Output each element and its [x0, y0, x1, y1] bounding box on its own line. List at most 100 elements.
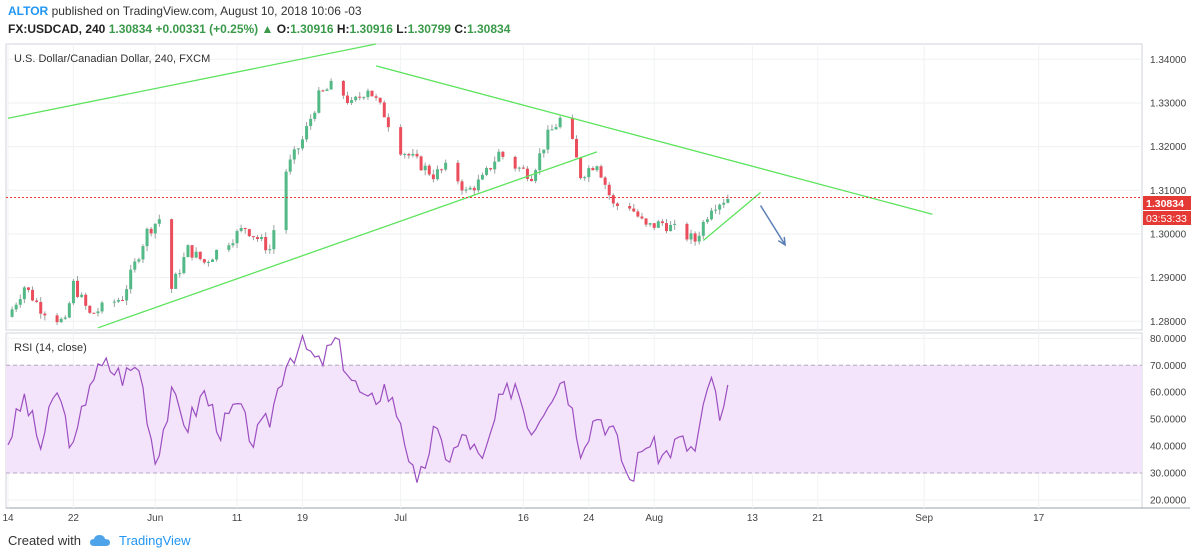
candle	[362, 97, 366, 99]
projection-arrow-icon[interactable]	[759, 205, 787, 247]
candle	[325, 89, 329, 91]
candle	[664, 223, 668, 232]
candle	[31, 289, 35, 301]
tradingview-cloud-icon	[89, 534, 110, 546]
trendline[interactable]	[7, 43, 377, 119]
candle	[129, 269, 133, 290]
candle	[423, 165, 427, 171]
time-tick-label: 24	[583, 513, 595, 524]
time-axis[interactable]: 14 22 Jun 11 19 Jul 16 24 Aug 13 21 Sep 17	[2, 513, 1044, 524]
close-label: C:	[454, 22, 467, 36]
candle	[153, 223, 157, 234]
candle	[489, 168, 493, 170]
candle	[521, 167, 525, 169]
candle	[669, 224, 673, 232]
trendline[interactable]	[97, 151, 598, 329]
candle	[170, 219, 174, 289]
candle	[444, 162, 448, 170]
price-tags: 1.30834 03:53:33	[1143, 196, 1191, 225]
rsi-tick-label: 80.0000	[1150, 334, 1187, 345]
candle	[55, 315, 59, 323]
candle	[251, 236, 255, 238]
candle	[235, 231, 239, 244]
candle	[239, 228, 243, 232]
candle	[329, 80, 333, 90]
candle	[628, 205, 632, 209]
candle	[157, 219, 161, 224]
candle	[440, 169, 444, 171]
trendlines[interactable]	[7, 43, 933, 329]
candle	[35, 300, 39, 302]
candle	[411, 153, 415, 156]
candle	[317, 90, 321, 113]
time-tick-label: Jun	[147, 513, 163, 524]
candle	[43, 313, 47, 316]
candle	[689, 233, 693, 240]
candle	[145, 228, 149, 247]
candle	[685, 223, 689, 240]
tradingview-brand[interactable]: TradingView	[118, 533, 191, 548]
candle	[534, 170, 538, 182]
rsi-tick-label: 60.0000	[1150, 388, 1187, 399]
trendline[interactable]	[702, 191, 761, 241]
candle	[370, 90, 374, 97]
candles	[10, 78, 730, 326]
candle	[76, 280, 80, 297]
candle	[636, 211, 640, 217]
candle	[427, 165, 431, 175]
candle	[378, 97, 382, 103]
candle	[456, 162, 460, 182]
candle	[538, 153, 542, 171]
candle	[39, 301, 43, 314]
candle	[468, 187, 472, 190]
candle	[497, 151, 501, 162]
candle	[599, 166, 603, 178]
candle	[305, 126, 309, 140]
candle	[587, 168, 591, 178]
candle	[174, 273, 178, 289]
rsi-title: RSI (14, close)	[14, 342, 87, 354]
price-tick-label: 1.33000	[1150, 98, 1187, 109]
candle	[513, 156, 517, 169]
author-name[interactable]: ALTOR	[8, 4, 49, 18]
candle	[313, 112, 317, 119]
candle	[345, 95, 349, 103]
candle	[673, 223, 677, 225]
candle	[705, 219, 709, 222]
price-tick-label: 1.29000	[1150, 273, 1187, 284]
price-pane[interactable]	[5, 43, 1143, 331]
candle	[292, 149, 296, 160]
candle	[190, 245, 194, 258]
candle	[133, 261, 137, 270]
candle	[243, 228, 247, 230]
candle	[321, 90, 325, 92]
candle	[718, 204, 722, 210]
low-value: 1.30799	[407, 22, 451, 36]
price-axis[interactable]: 1.28000 1.29000 1.30000 1.31000 1.32000 1.330…	[1150, 55, 1187, 328]
candle	[272, 230, 276, 250]
time-tick-label: Sep	[915, 513, 933, 524]
candle	[554, 127, 558, 130]
candle	[67, 303, 71, 318]
trendline[interactable]	[375, 65, 933, 215]
candle	[558, 117, 562, 128]
price-grid	[6, 58, 1142, 322]
rsi-tick-label: 70.0000	[1150, 361, 1187, 372]
published-text: published on TradingView.com, August 10,…	[51, 4, 362, 18]
candle	[611, 195, 615, 204]
candle	[386, 117, 390, 128]
candle	[88, 305, 92, 313]
candle	[407, 153, 411, 156]
candle	[22, 287, 26, 300]
time-tick-label: 13	[747, 513, 759, 524]
time-tick-label: 17	[1033, 513, 1045, 524]
last-price: 1.30834	[108, 22, 153, 36]
candle	[607, 184, 611, 196]
rsi-axis[interactable]: 20.0000 30.0000 40.0000 50.0000 60.0000 70.00…	[1150, 334, 1187, 507]
candle	[525, 168, 529, 179]
symbol-label: FX:USDCAD, 240	[8, 22, 106, 36]
candle	[374, 96, 378, 98]
candle	[493, 161, 497, 170]
price-change: +0.00331 (+0.25%)	[155, 22, 259, 36]
